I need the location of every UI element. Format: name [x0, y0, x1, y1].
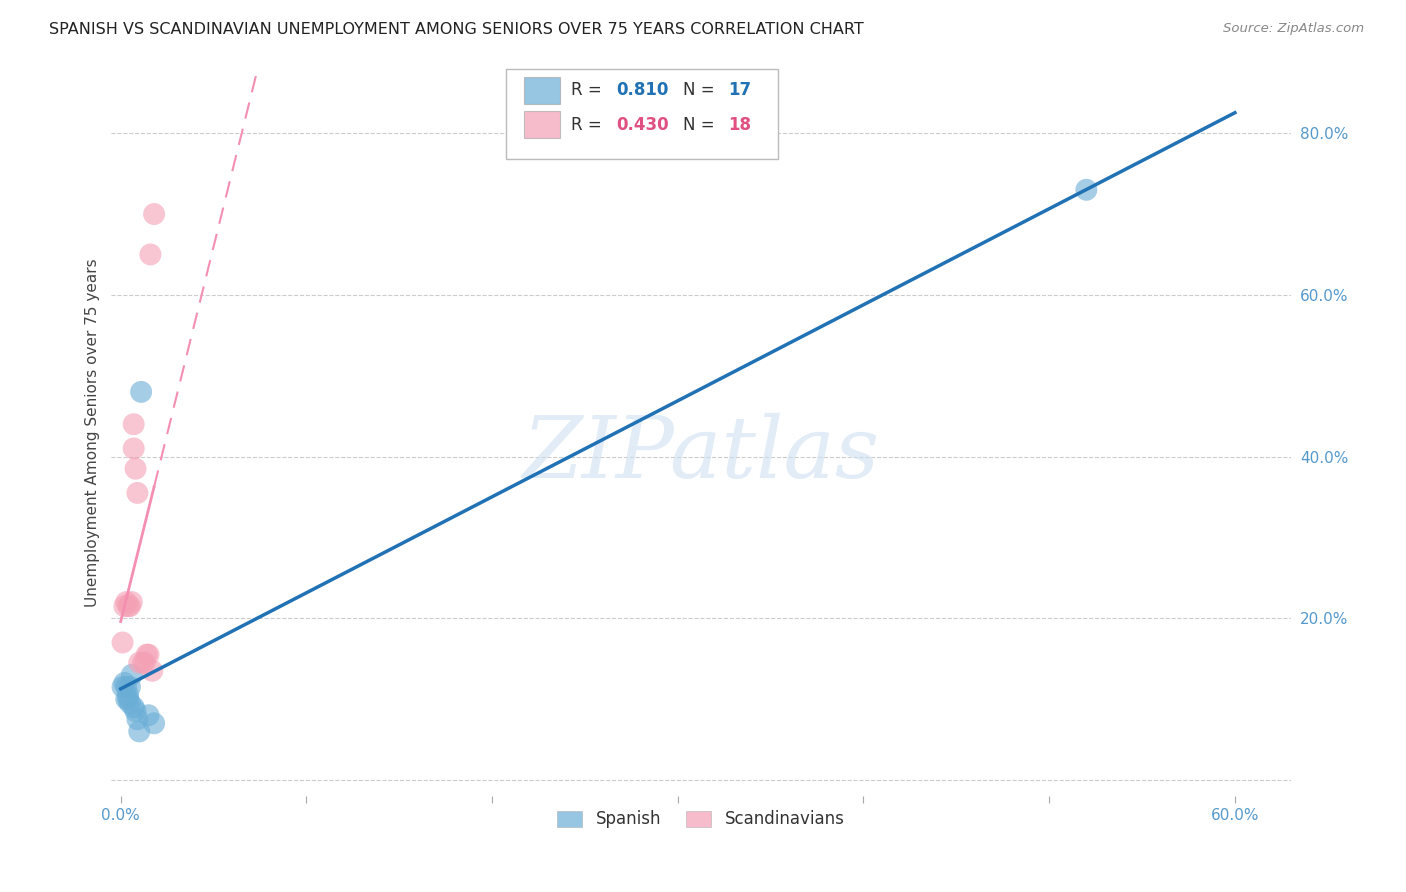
Point [122, 417, 145, 432]
Point [121, 595, 143, 609]
Point [111, 635, 134, 649]
Point [143, 716, 166, 731]
Point [124, 704, 146, 718]
FancyBboxPatch shape [524, 111, 560, 138]
Point [127, 486, 149, 500]
Point [115, 692, 138, 706]
Point [122, 700, 145, 714]
Point [117, 688, 139, 702]
Point [139, 247, 162, 261]
Point [127, 712, 149, 726]
Point [135, 648, 157, 662]
Text: R =: R = [571, 116, 607, 134]
Point [1076, 183, 1098, 197]
Point [143, 207, 166, 221]
Text: 17: 17 [728, 81, 751, 99]
Point [138, 708, 160, 723]
Text: SPANISH VS SCANDINAVIAN UNEMPLOYMENT AMONG SENIORS OVER 75 YEARS CORRELATION CHA: SPANISH VS SCANDINAVIAN UNEMPLOYMENT AMO… [49, 22, 863, 37]
Point [141, 664, 163, 678]
Point [121, 668, 143, 682]
Point [117, 692, 139, 706]
Point [117, 599, 139, 613]
Text: N =: N = [683, 116, 720, 134]
Point [122, 442, 145, 456]
Text: 0.810: 0.810 [616, 81, 668, 99]
Y-axis label: Unemployment Among Seniors over 75 years: Unemployment Among Seniors over 75 years [86, 258, 100, 607]
Point [132, 656, 155, 670]
Point [111, 680, 134, 694]
Text: ZIPatlas: ZIPatlas [523, 413, 880, 495]
Text: R =: R = [571, 81, 607, 99]
Point [118, 599, 141, 613]
Point [112, 599, 135, 613]
Point [118, 696, 141, 710]
Point [112, 676, 135, 690]
Point [115, 680, 138, 694]
Point [134, 656, 156, 670]
FancyBboxPatch shape [506, 69, 778, 160]
Text: Source: ZipAtlas.com: Source: ZipAtlas.com [1223, 22, 1364, 36]
Point [128, 724, 150, 739]
Point [124, 461, 146, 475]
Text: N =: N = [683, 81, 720, 99]
Text: 18: 18 [728, 116, 751, 134]
Text: 0.430: 0.430 [616, 116, 669, 134]
Point [138, 648, 160, 662]
Point [129, 384, 152, 399]
FancyBboxPatch shape [524, 77, 560, 104]
Point [128, 656, 150, 670]
Point [115, 595, 138, 609]
Point [118, 680, 141, 694]
Legend: Spanish, Scandinavians: Spanish, Scandinavians [551, 804, 851, 835]
